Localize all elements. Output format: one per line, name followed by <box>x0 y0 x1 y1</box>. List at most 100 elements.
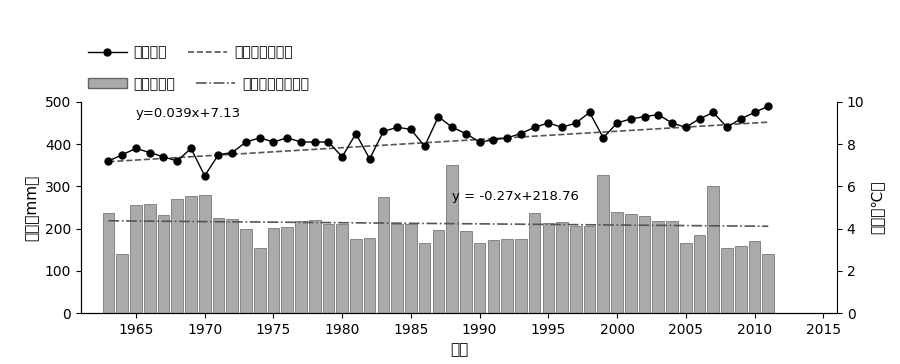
Bar <box>762 254 774 313</box>
将军庙降水趋势线 <box>598 223 608 227</box>
Bar <box>611 212 623 313</box>
乌苏气温趋势线 <box>213 153 224 157</box>
乌苏气温趋势线 <box>433 140 444 144</box>
将军庙降水趋势线 <box>461 222 472 226</box>
乌苏气温趋势线 <box>185 155 196 159</box>
乌苏气温 <box>735 116 746 121</box>
Bar <box>639 216 651 313</box>
乌苏气温 <box>337 155 347 159</box>
乌苏气温趋势线 <box>626 128 636 132</box>
将军庙降水趋势线 <box>104 219 114 223</box>
Bar <box>446 165 458 313</box>
乌苏气温 <box>571 121 581 125</box>
将军庙降水趋势线 <box>337 221 347 225</box>
乌苏气温 <box>626 116 636 121</box>
乌苏气温 <box>213 153 224 157</box>
将军庙降水趋势线 <box>310 220 320 225</box>
将军庙降水趋势线 <box>557 222 568 227</box>
Bar <box>652 221 664 313</box>
乌苏气温趋势线 <box>268 150 279 154</box>
乌苏气温 <box>516 131 526 136</box>
Bar <box>598 175 609 313</box>
Line: 将军庙降水趋势线: 将军庙降水趋势线 <box>109 221 769 226</box>
将军庙降水趋势线 <box>378 221 389 225</box>
将军庙降水趋势线 <box>130 219 141 223</box>
乌苏气温趋势线 <box>255 150 266 155</box>
Bar <box>501 239 513 313</box>
Bar <box>392 223 403 313</box>
Bar <box>350 239 362 313</box>
Bar <box>666 221 678 313</box>
乌苏气温趋势线 <box>639 127 650 132</box>
将军庙降水趋势线 <box>626 223 636 227</box>
Bar <box>529 213 540 313</box>
Bar <box>337 224 348 313</box>
将军庙降水趋势线 <box>419 221 430 226</box>
乌苏气温 <box>652 112 663 117</box>
将军庙降水趋势线 <box>612 223 623 227</box>
将军庙降水趋势线 <box>639 223 650 228</box>
Bar <box>309 220 320 313</box>
将军庙降水趋势线 <box>516 222 526 226</box>
将军庙降水趋势线 <box>144 219 155 223</box>
乌苏气温 <box>446 125 457 130</box>
乌苏气温趋势线 <box>392 142 402 147</box>
将军庙降水趋势线 <box>350 221 361 225</box>
乌苏气温 <box>708 110 719 115</box>
乌苏气温 <box>419 144 430 149</box>
乌苏气温 <box>255 136 266 140</box>
乌苏气温 <box>461 131 472 136</box>
将军庙降水趋势线 <box>240 220 251 224</box>
乌苏气温趋势线 <box>722 122 733 127</box>
Line: 乌苏气温: 乌苏气温 <box>105 103 771 179</box>
将军庙降水趋势线 <box>282 220 292 225</box>
乌苏气温趋势线 <box>227 152 238 157</box>
乌苏气温 <box>488 138 499 142</box>
乌苏气温 <box>433 115 444 119</box>
乌苏气温趋势线 <box>763 120 774 124</box>
乌苏气温趋势线 <box>446 139 457 143</box>
Bar <box>116 254 128 313</box>
乌苏气温趋势线 <box>461 138 472 142</box>
乌苏气温趋势线 <box>612 129 623 134</box>
Y-axis label: 降水（mm）: 降水（mm） <box>24 174 40 241</box>
将军庙降水趋势线 <box>213 219 224 224</box>
乌苏气温趋势线 <box>571 131 581 136</box>
乌苏气温 <box>584 110 595 115</box>
乌苏气温趋势线 <box>667 126 678 130</box>
乌苏气温趋势线 <box>282 149 292 153</box>
乌苏气温趋势线 <box>130 158 141 162</box>
Bar <box>185 196 197 313</box>
Bar <box>199 195 211 313</box>
Bar <box>418 244 430 313</box>
乌苏气温 <box>350 131 361 136</box>
乌苏气温 <box>639 115 650 119</box>
Bar <box>543 223 554 313</box>
乌苏气温 <box>378 129 389 134</box>
Legend: 将军庙降水, 将军庙降水趋势线: 将军庙降水, 将军庙降水趋势线 <box>88 77 310 91</box>
乌苏气温 <box>392 125 402 130</box>
乌苏气温 <box>310 140 320 144</box>
乌苏气温 <box>667 121 678 125</box>
乌苏气温 <box>543 121 553 125</box>
乌苏气温 <box>240 140 251 144</box>
Bar <box>103 213 114 313</box>
乌苏气温趋势线 <box>172 155 183 160</box>
乌苏气温 <box>185 146 196 151</box>
Bar <box>227 219 238 313</box>
乌苏气温 <box>364 157 375 161</box>
Bar <box>721 249 733 313</box>
乌苏气温 <box>295 140 306 144</box>
乌苏气温 <box>529 125 540 130</box>
Bar <box>254 248 266 313</box>
将军庙降水趋势线 <box>735 224 746 228</box>
Bar <box>460 231 472 313</box>
Y-axis label: 气温（℃）: 气温（℃） <box>870 181 885 234</box>
乌苏气温 <box>117 153 128 157</box>
Bar <box>749 241 760 313</box>
乌苏气温趋势线 <box>708 123 719 128</box>
乌苏气温趋势线 <box>543 133 553 138</box>
Bar <box>282 228 293 313</box>
乌苏气温 <box>694 116 705 121</box>
将军庙降水趋势线 <box>680 223 691 228</box>
